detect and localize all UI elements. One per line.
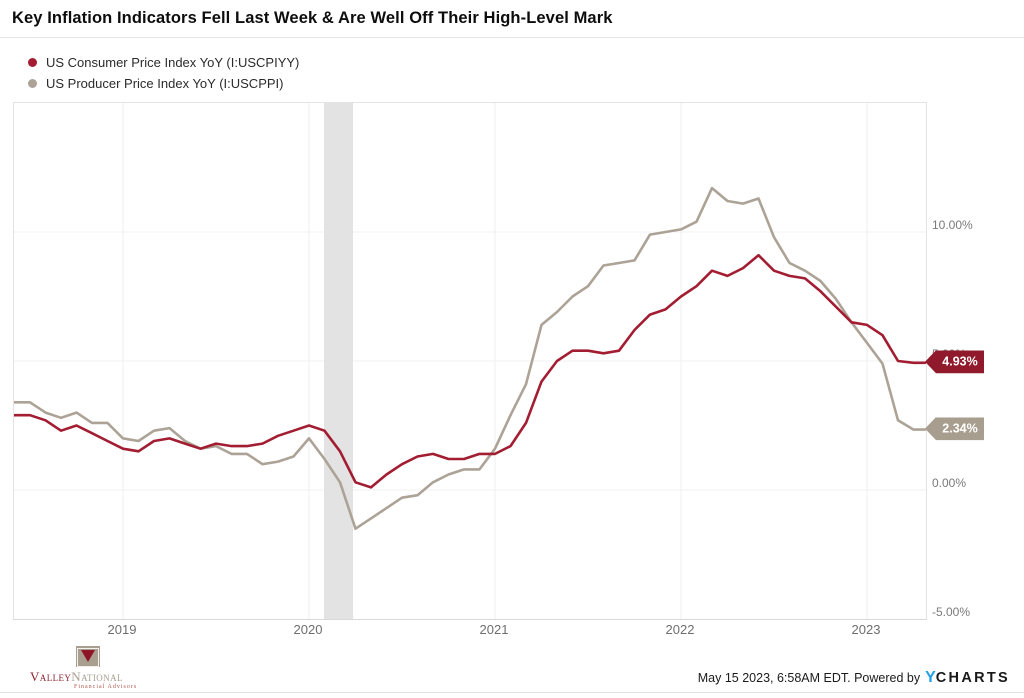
ycharts-logo-charts: CHARTS (935, 670, 1010, 686)
recession-band (324, 103, 353, 619)
y-tick-label: -5.00% (932, 605, 971, 619)
last-value-badge: 4.93% (925, 350, 984, 374)
y-tick-label: 10.00% (932, 218, 973, 232)
chart-svg (14, 103, 926, 619)
cpi-line (14, 253, 926, 489)
valley-national-logo-icon (76, 646, 100, 667)
valley-national-logo-text: ValleyNational (30, 669, 123, 685)
ycharts-logo[interactable]: Y CHARTS (925, 669, 1010, 687)
x-tick-label: 2019 (107, 622, 137, 637)
title-divider (0, 37, 1024, 38)
logo-text-national: National (71, 669, 123, 684)
ycharts-logo-y: Y (925, 669, 936, 686)
x-tick-label: 2020 (293, 622, 323, 637)
legend-dot-icon (28, 79, 37, 88)
chart-title: Key Inflation Indicators Fell Last Week … (12, 9, 613, 27)
legend-dot-icon (28, 58, 37, 67)
logo-triangle-icon (81, 650, 95, 662)
legend-label: US Producer Price Index YoY (I:USCPPI) (46, 76, 284, 91)
chart-plot-area (13, 102, 927, 620)
ppi-line (14, 186, 926, 531)
valley-national-logo: ValleyNational Financial Advisors (30, 645, 170, 691)
legend-label: US Consumer Price Index YoY (I:USCPIYY) (46, 55, 300, 70)
last-value-badge: 2.34% (925, 417, 984, 441)
logo-subtitle: Financial Advisors (74, 684, 138, 690)
x-tick-label: 2023 (851, 622, 881, 637)
footer-divider (0, 692, 1024, 693)
legend-item: US Consumer Price Index YoY (I:USCPIYY) (28, 52, 299, 73)
logo-text-valley: Valley (30, 669, 72, 684)
legend-item: US Producer Price Index YoY (I:USCPPI) (28, 73, 299, 94)
chart-legend: US Consumer Price Index YoY (I:USCPIYY) U… (28, 52, 299, 94)
footer-stamp: May 15 2023, 6:58AM EDT. Powered by Y CHA… (698, 669, 1010, 687)
x-tick-label: 2022 (665, 622, 695, 637)
y-tick-label: 0.00% (932, 476, 967, 490)
timestamp-text: May 15 2023, 6:58AM EDT. Powered by (697, 671, 921, 685)
x-tick-label: 2021 (479, 622, 509, 637)
logo-square (77, 648, 99, 667)
